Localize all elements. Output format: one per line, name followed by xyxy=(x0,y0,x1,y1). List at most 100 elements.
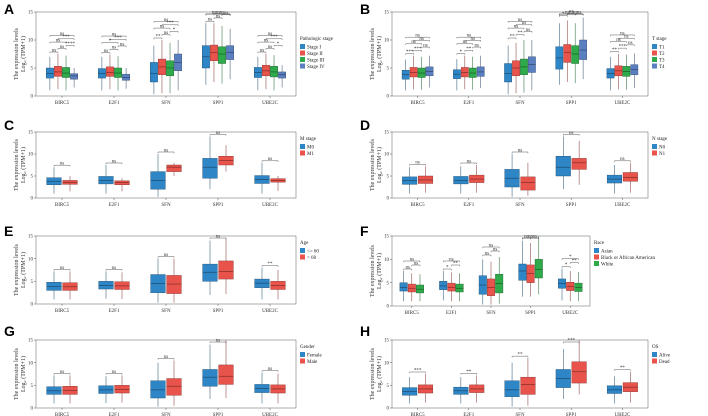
y-tick-label: 5 xyxy=(387,67,390,72)
y-tick-label: 15 xyxy=(28,11,34,16)
y-tick-label: 10 xyxy=(384,39,390,44)
panel-a: A 0 5 10 15 The expression levels Log₂ (TPM+1)… xyxy=(4,1,334,106)
y-tick-label: 0 xyxy=(31,95,34,100)
panel-letter: C xyxy=(4,117,14,133)
y-tick-label: 5 xyxy=(31,175,34,180)
significance-bracket xyxy=(456,53,466,55)
significance-bracket xyxy=(490,250,500,253)
legend-swatch xyxy=(300,57,305,62)
x-tick-label: SFN xyxy=(515,101,525,106)
significance-label: ns xyxy=(573,10,578,15)
legend-swatch xyxy=(652,150,657,156)
significance-label: ** xyxy=(453,261,459,266)
significance-bracket xyxy=(109,39,127,41)
legend-swatch xyxy=(652,44,657,49)
legend-entry: Dead xyxy=(659,360,670,365)
box-stage-ii xyxy=(210,44,218,61)
significance-bracket xyxy=(403,268,412,271)
x-tick-label: SPP1 xyxy=(213,101,224,106)
significance-label: ns xyxy=(268,367,273,372)
legend-swatch xyxy=(300,144,305,149)
x-tick-label: BIRC5 xyxy=(55,413,70,416)
significance-bracket xyxy=(109,49,119,51)
y-axis-label-line1: The expression levels xyxy=(14,27,20,80)
significance-bracket xyxy=(153,37,163,40)
panel-g: G 0 5 10 15 The expression levels Log₂ (TPM+1)… xyxy=(4,323,322,416)
significance-bracket xyxy=(257,51,267,54)
significance-bracket xyxy=(464,40,481,42)
significance-bracket xyxy=(105,162,123,165)
x-tick-label: SFN xyxy=(161,101,171,106)
significance-bracket xyxy=(161,24,179,26)
legend-swatch xyxy=(300,63,305,69)
x-tick-label: SPP1 xyxy=(566,101,577,106)
legend-entry: Asian xyxy=(601,249,613,254)
y-tick-label: 10 xyxy=(28,153,34,158)
significance-bracket xyxy=(49,41,67,44)
box-alive xyxy=(504,380,520,397)
significance-label: * xyxy=(109,39,112,44)
significance-bracket xyxy=(610,34,635,37)
significance-label: ns xyxy=(423,43,428,48)
significance-bracket xyxy=(561,266,571,268)
significance-bracket xyxy=(413,40,430,42)
significance-label: ns xyxy=(628,41,633,46)
panel-letter: E xyxy=(4,223,13,239)
significance-label: ns xyxy=(112,32,117,37)
significance-label: ** xyxy=(612,48,618,53)
significance-label: * xyxy=(569,255,572,260)
significance-label: ns xyxy=(164,31,169,36)
significance-bracket xyxy=(53,269,71,271)
box-dead xyxy=(571,361,587,384)
significance-label: ns xyxy=(120,42,125,47)
significance-bracket xyxy=(403,260,421,263)
significance-bracket xyxy=(413,50,422,52)
significance-bracket xyxy=(101,42,119,44)
significance-label: ns xyxy=(522,21,527,26)
x-tick-label: E2F1 xyxy=(446,311,457,316)
panel-letter: H xyxy=(360,323,370,339)
significance-bracket xyxy=(409,164,426,166)
legend-swatch xyxy=(652,50,657,56)
significance-label: ** xyxy=(155,34,161,39)
significance-bracket xyxy=(153,27,171,30)
significance-bracket xyxy=(507,27,525,30)
panel-letter: G xyxy=(4,323,15,339)
y-axis-label-line1: The expression levels xyxy=(370,347,376,400)
significance-label: ns xyxy=(60,32,65,37)
significance-label: ns xyxy=(518,18,523,23)
significance-label: ** xyxy=(510,34,516,39)
y-axis-label-line2: Log₂ (TPM+1) xyxy=(376,253,383,289)
significance-label: ** xyxy=(466,47,472,52)
x-tick-label: BIRC5 xyxy=(55,203,70,208)
box-stage-iii xyxy=(62,67,70,78)
y-tick-label: 10 xyxy=(28,257,34,262)
box-stage-ii xyxy=(54,66,62,77)
box--60 xyxy=(166,275,182,294)
legend-entry: Stage I xyxy=(307,45,321,50)
legend-title: Gender xyxy=(300,345,315,350)
box-n1 xyxy=(622,172,638,182)
y-tick-label: 10 xyxy=(28,361,34,366)
legend-entry: T2 xyxy=(659,52,665,57)
significance-label: ns xyxy=(463,40,468,45)
significance-bracket xyxy=(209,341,227,344)
legend-entry: > 60 xyxy=(307,256,317,261)
significance-label: ns xyxy=(216,234,221,239)
significance-label: ns xyxy=(164,253,169,258)
significance-bracket xyxy=(559,13,584,16)
significance-label: ns xyxy=(524,234,529,239)
significance-bracket xyxy=(205,13,231,16)
significance-bracket xyxy=(261,160,279,162)
box-n1 xyxy=(571,158,587,170)
significance-label: ns xyxy=(565,10,570,15)
significance-bracket xyxy=(261,265,279,267)
significance-bracket xyxy=(205,21,215,23)
significance-label: ns xyxy=(260,48,265,53)
legend-swatch xyxy=(300,150,305,156)
significance-bracket xyxy=(610,51,619,53)
significance-bracket xyxy=(409,371,426,374)
